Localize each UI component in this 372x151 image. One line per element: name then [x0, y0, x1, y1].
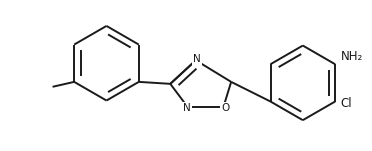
- Text: N: N: [183, 103, 191, 113]
- Text: Cl: Cl: [340, 97, 352, 110]
- Text: NH₂: NH₂: [341, 50, 363, 63]
- Text: O: O: [221, 103, 230, 113]
- Text: N: N: [193, 54, 201, 64]
